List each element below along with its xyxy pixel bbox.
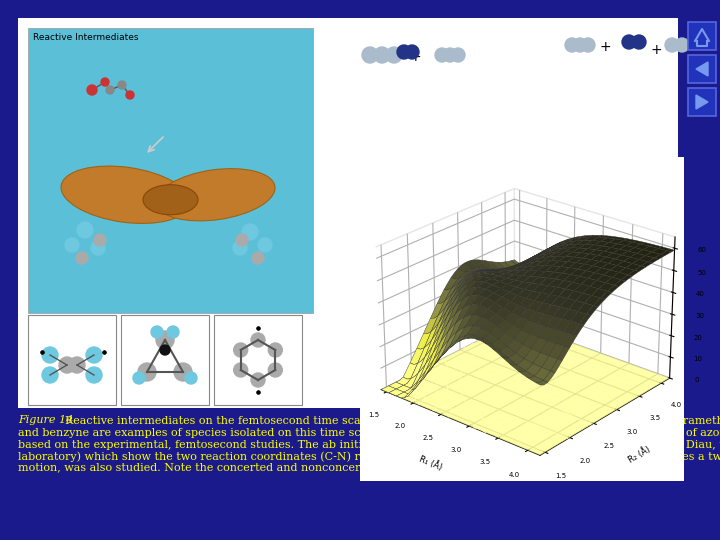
Circle shape [236,234,248,246]
Circle shape [185,372,197,384]
Circle shape [406,369,422,385]
Circle shape [174,363,192,381]
Circle shape [565,38,579,52]
Circle shape [77,222,93,238]
Circle shape [386,47,402,63]
X-axis label: R₁ (Å): R₁ (Å) [418,454,444,472]
Circle shape [443,48,457,62]
Text: Figure 14: Figure 14 [18,415,77,425]
Circle shape [86,347,102,363]
Bar [688,22,716,50]
Text: motion, was also studied. Note the concerted and nonconcerted pathways. Referenc: motion, was also studied. Note the conce… [18,463,521,473]
Circle shape [374,47,390,63]
Bar [688,55,716,83]
Ellipse shape [156,168,275,221]
Y-axis label: R₂ (Å): R₂ (Å) [626,444,652,464]
Circle shape [133,372,145,384]
Bar [28,28,313,313]
Circle shape [94,234,106,246]
Circle shape [269,343,282,357]
Circle shape [42,347,58,363]
Text: laboratory) which show the two reaction coordinates (C-N) relevant to the dynami: laboratory) which show the two reaction … [18,451,720,462]
Circle shape [622,35,636,49]
Circle shape [234,343,248,357]
Circle shape [573,38,587,52]
Circle shape [269,363,282,377]
Circle shape [160,345,170,355]
Bar [360,35,660,395]
Polygon shape [696,62,708,76]
Bar [18,18,678,408]
Circle shape [76,252,88,264]
Ellipse shape [143,185,198,215]
Bar [214,315,302,405]
Circle shape [396,369,412,385]
Circle shape [126,91,134,99]
Bar [28,315,116,405]
Circle shape [581,38,595,52]
Circle shape [451,48,465,62]
Circle shape [632,35,646,49]
Circle shape [138,363,156,381]
Circle shape [233,241,247,255]
Circle shape [374,372,390,388]
Circle shape [435,48,449,62]
Circle shape [675,38,689,52]
Circle shape [65,238,79,252]
Circle shape [242,224,258,240]
Circle shape [87,85,97,95]
Text: +: + [409,50,420,64]
Circle shape [386,372,402,388]
Circle shape [69,357,85,373]
Circle shape [156,331,174,349]
Text: Reactive Intermediates: Reactive Intermediates [33,33,138,42]
Circle shape [151,326,163,338]
Circle shape [42,367,58,383]
Circle shape [251,333,265,347]
Circle shape [101,78,109,86]
Circle shape [106,86,114,94]
Circle shape [258,238,272,252]
Bar [688,88,716,116]
Circle shape [91,241,105,255]
Text: +: + [650,43,662,57]
Circle shape [251,373,265,387]
Text: Reactive intermediates on the femtosecond time scale. (Left) Here, tetramethylen: Reactive intermediates on the femtosecon… [65,415,720,426]
Circle shape [86,367,102,383]
Text: +: + [599,40,611,54]
Ellipse shape [61,166,190,224]
Text: and benzyne are examples of species isolated on this time scale (see Figure 12 f: and benzyne are examples of species isol… [18,427,720,437]
Circle shape [234,363,248,377]
Circle shape [167,326,179,338]
Bar [121,315,209,405]
Circle shape [362,372,378,388]
Text: based on the experimental, femtosecond studies. The ab initio PES was obtained f: based on the experimental, femtosecond s… [18,439,720,450]
Circle shape [362,47,378,63]
Circle shape [59,357,75,373]
Circle shape [665,38,679,52]
Circle shape [252,252,264,264]
Circle shape [118,81,126,89]
Circle shape [397,45,411,59]
Circle shape [405,45,419,59]
Polygon shape [696,95,708,109]
